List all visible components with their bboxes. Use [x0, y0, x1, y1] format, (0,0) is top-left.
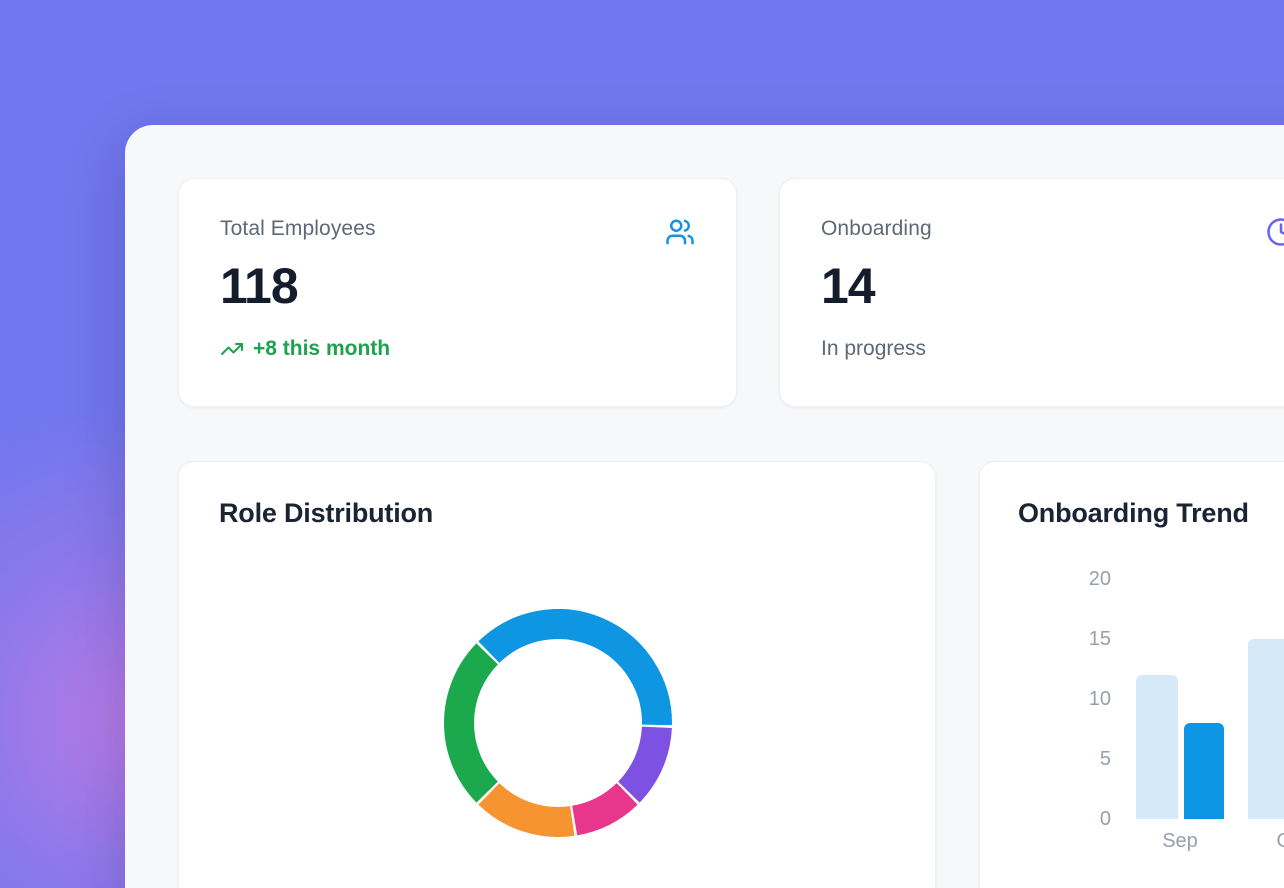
x-axis-label-oct: Oct — [1232, 830, 1284, 853]
donut-segment-green — [444, 643, 499, 803]
role-distribution-card: Role Distribution — [178, 461, 936, 888]
stat-card-total-employees: Total Employees 118 +8 this month — [178, 178, 737, 407]
dashboard-panel: Total Employees 118 +8 this month Onboar… — [125, 125, 1284, 888]
stat-delta-text: +8 this month — [253, 337, 391, 360]
users-icon — [665, 217, 695, 247]
stat-value: 14 — [821, 258, 876, 314]
stat-delta: +8 this month — [220, 337, 390, 361]
bar-sep-dark — [1184, 723, 1224, 819]
chart-title: Onboarding Trend — [1018, 498, 1249, 528]
x-axis-label-sep: Sep — [1162, 830, 1198, 852]
stat-value: 118 — [220, 258, 299, 314]
clock-icon — [1266, 217, 1284, 247]
y-axis-tick-10: 10 — [1088, 688, 1111, 710]
y-axis-tick-20: 20 — [1088, 568, 1111, 590]
bar-sep-light — [1136, 675, 1178, 819]
donut-segment-purple — [617, 726, 672, 803]
trending-up-icon — [220, 337, 244, 361]
stat-label: Onboarding — [821, 217, 932, 240]
bar-oct-light — [1248, 639, 1284, 819]
stat-subtext-label: In progress — [821, 337, 927, 360]
chart-title: Role Distribution — [219, 498, 434, 528]
stat-label: Total Employees — [220, 217, 376, 240]
y-axis-tick-0: 0 — [1099, 808, 1111, 830]
stat-subtext: In progress — [821, 337, 926, 361]
onboarding-trend-card: Onboarding Trend 20 15 10 5 0 Sep Oct — [979, 461, 1284, 888]
role-distribution-donut-chart — [444, 609, 672, 837]
donut-segment-blue — [478, 609, 672, 726]
donut-segment-pink — [571, 782, 638, 836]
y-axis-tick-5: 5 — [1099, 748, 1111, 770]
donut-segment-orange — [478, 782, 575, 837]
y-axis-tick-15: 15 — [1088, 628, 1111, 650]
stat-card-onboarding: Onboarding 14 In progress — [779, 178, 1284, 407]
onboarding-trend-bar-chart: 20 15 10 5 0 Sep Oct — [980, 462, 1284, 888]
